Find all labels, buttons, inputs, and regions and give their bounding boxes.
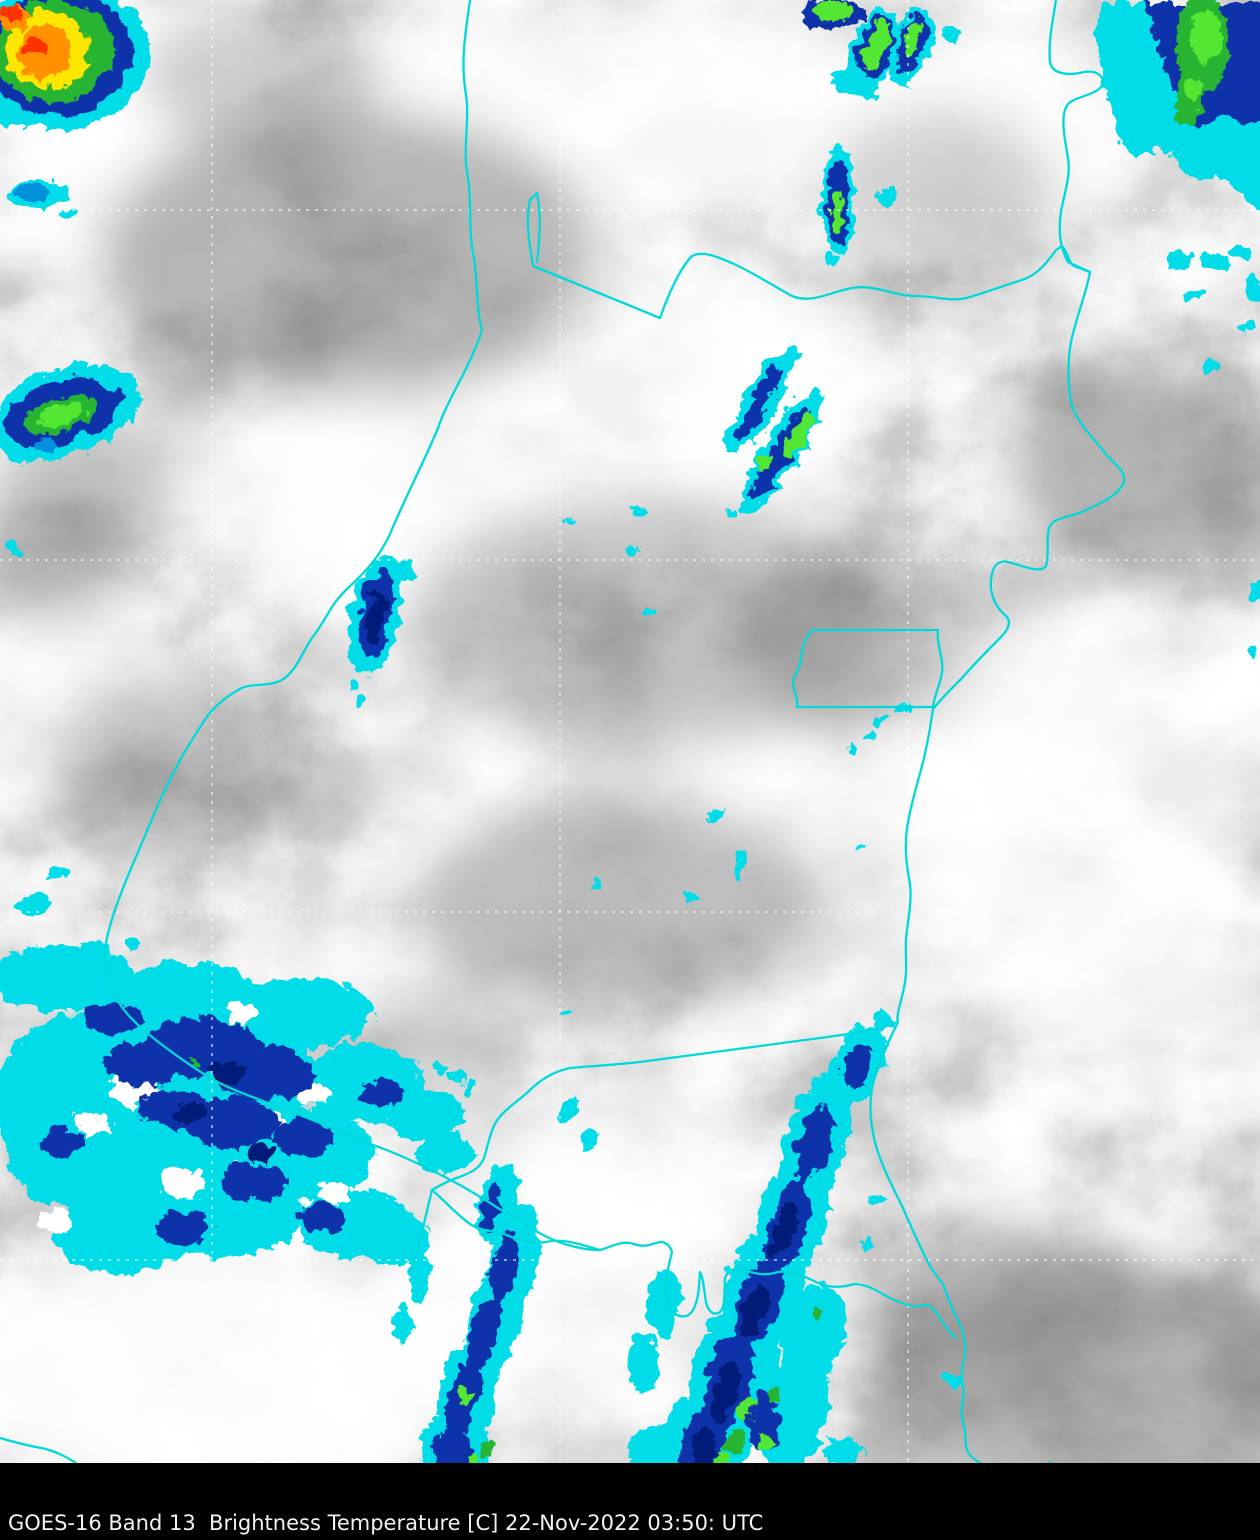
border-river-west	[104, 0, 602, 1252]
border-east-west-line	[531, 244, 1092, 320]
border-bottomleft-stub	[0, 1436, 78, 1463]
border-hairpin-spur	[526, 191, 541, 266]
cloud-tones	[0, 0, 1260, 1463]
map-borders	[0, 0, 1126, 1463]
border-south-river	[430, 1188, 958, 1340]
satellite-image	[0, 0, 1260, 1463]
border-southwest-branch	[430, 1020, 900, 1192]
cold-cloud-topcenter-cells	[798, 0, 957, 260]
cold-cloud-west-cell	[0, 359, 138, 459]
caption-text: GOES-16 Band 13 Brightness Temperature […	[8, 1510, 764, 1535]
cold-cloud-topright-mass	[1096, 0, 1260, 653]
cold-cloud-topleft-storm	[0, 0, 146, 126]
cold-cloud-west-patch	[0, 177, 73, 554]
border-center-south	[869, 706, 1053, 1463]
border-right-meridional	[932, 0, 1126, 710]
cold-cloud-south-band-west	[390, 1091, 593, 1463]
cold-cloud-south-band-east	[625, 1012, 957, 1463]
border-branch-south-stub	[408, 1188, 434, 1274]
cold-cloud-central-twin-streaks	[723, 345, 819, 515]
graticule-lines	[0, 0, 1260, 1463]
cold-cloud-southwest-cluster	[0, 862, 473, 1270]
caption-bar: GOES-16 Band 13 Brightness Temperature […	[0, 1463, 1260, 1540]
